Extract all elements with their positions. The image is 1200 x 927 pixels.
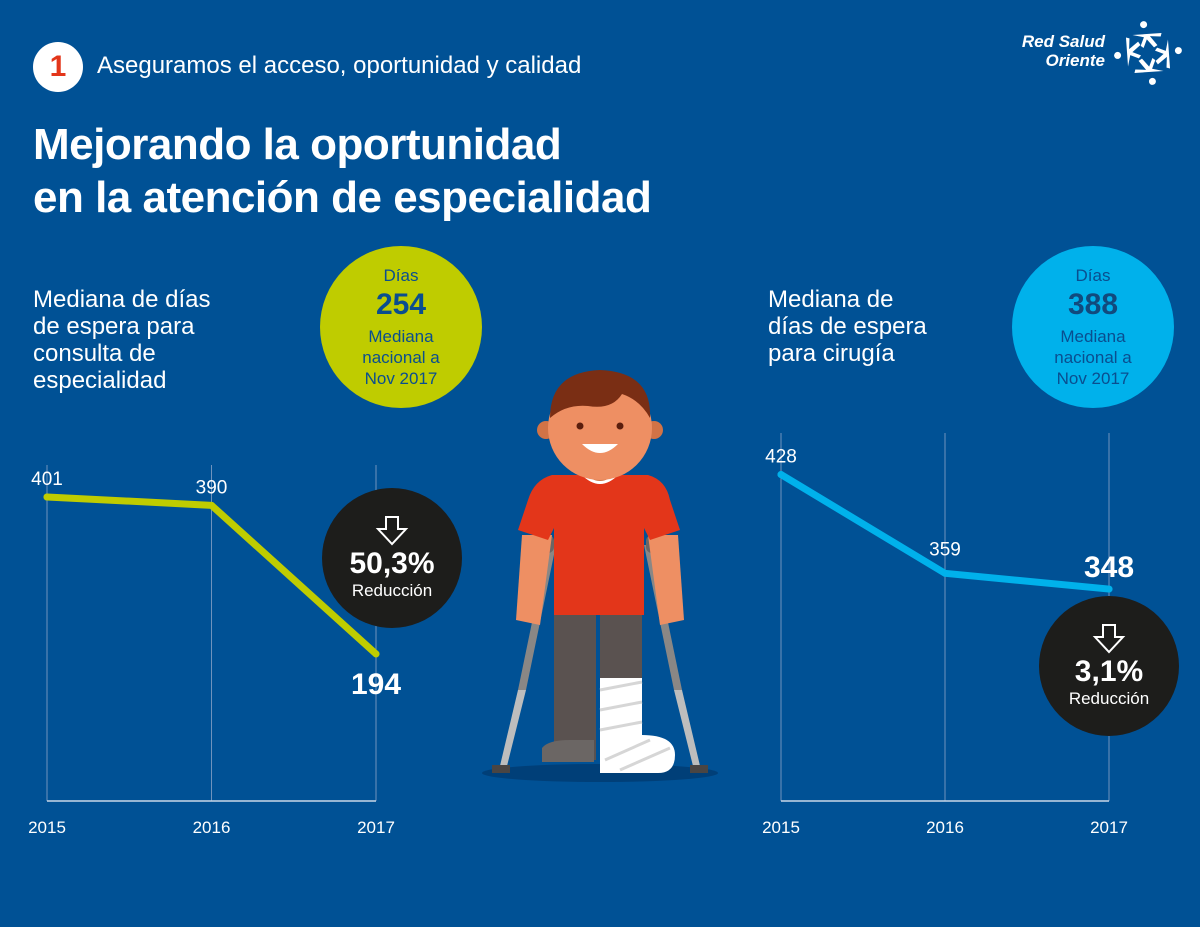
- bubble-sub-line: nacional a: [1054, 347, 1132, 367]
- x-tick-label: 2016: [193, 818, 231, 837]
- data-point: [372, 650, 380, 658]
- logo-text: Red Salud Oriente: [1015, 32, 1105, 70]
- section-number: 1: [49, 50, 67, 83]
- bubble-sub-line: Mediana: [1060, 326, 1126, 346]
- bubble-value: 388: [1067, 287, 1119, 321]
- data-label: 390: [196, 477, 228, 498]
- line-chart-cirugia: 428 359 348 2015 2016 2017: [762, 433, 1134, 837]
- logo-line-1: Red Salud: [1021, 32, 1105, 51]
- people-star-logo-icon: [1114, 21, 1182, 85]
- data-label: 348: [1084, 551, 1134, 584]
- data-point: [43, 493, 51, 501]
- line-chart-consulta: 401 390 194 2015 2016 2017: [28, 465, 401, 837]
- left-chart-heading: Mediana de días de espera para consulta …: [33, 286, 210, 394]
- right-heading-line: días de espera: [768, 313, 927, 340]
- page-title: Mejorando la oportunidad en la atención …: [33, 118, 652, 224]
- reduction-value: 50,3%: [349, 547, 435, 580]
- arrow-down-outline-icon: [1092, 624, 1126, 654]
- bubble-label: Días: [383, 265, 419, 285]
- x-tick-label: 2017: [357, 818, 395, 837]
- right-chart-heading: Mediana de días de espera para cirugía: [768, 286, 927, 367]
- reduction-value: 3,1%: [1074, 655, 1144, 688]
- left-heading-line: Mediana de días: [33, 286, 211, 313]
- section-title: Aseguramos el acceso, oportunidad y cali…: [97, 52, 582, 79]
- data-label: 194: [351, 668, 401, 701]
- right-heading-line: Mediana de: [768, 286, 894, 313]
- data-label: 359: [929, 539, 961, 560]
- data-label: 401: [31, 469, 63, 490]
- reduction-bubble-cirugia: 3,1% Reducción: [1039, 596, 1179, 736]
- x-tick-label: 2015: [28, 818, 66, 837]
- bubble-sub-line: nacional a: [362, 347, 440, 367]
- section-number-badge: 1: [33, 42, 83, 92]
- bubble-sub-line: Nov 2017: [1056, 368, 1130, 388]
- bubble-value: 254: [375, 287, 427, 321]
- data-point: [941, 569, 949, 577]
- bubble-sub: Mediana nacional a Nov 2017: [362, 326, 440, 389]
- left-heading-line: especialidad: [33, 367, 167, 394]
- x-tick-label: 2016: [926, 818, 964, 837]
- reduction-label: Reducción: [1068, 689, 1150, 708]
- boy-with-crutches-illustration: [482, 370, 718, 782]
- right-heading-line: para cirugía: [768, 340, 895, 367]
- arrow-down-outline-icon: [375, 516, 409, 546]
- x-tick-label: 2017: [1090, 818, 1128, 837]
- national-median-bubble-consulta: Días 254 Mediana nacional a Nov 2017: [320, 246, 482, 408]
- national-median-bubble-cirugia: Días 388 Mediana nacional a Nov 2017: [1012, 246, 1174, 408]
- logo-line-2: Oriente: [1045, 51, 1105, 70]
- reduction-bubble-consulta: 50,3% Reducción: [322, 488, 462, 628]
- bubble-sub-line: Nov 2017: [364, 368, 438, 388]
- bubble-label: Días: [1075, 265, 1111, 285]
- left-heading-line: consulta de: [33, 340, 156, 367]
- data-label: 428: [765, 447, 797, 468]
- reduction-label: Reducción: [351, 581, 433, 600]
- bubble-sub-line: Mediana: [368, 326, 434, 346]
- x-tick-label: 2015: [762, 818, 800, 837]
- data-point: [208, 501, 215, 509]
- data-point: [777, 471, 785, 479]
- red-salud-oriente-logo: Red Salud Oriente: [1005, 20, 1195, 90]
- page-title-line-1: Mejorando la oportunidad: [33, 120, 562, 169]
- left-heading-line: de espera para: [33, 313, 195, 340]
- page-title-line-2: en la atención de especialidad: [33, 173, 652, 222]
- bubble-sub: Mediana nacional a Nov 2017: [1054, 326, 1132, 389]
- data-point: [1105, 585, 1113, 593]
